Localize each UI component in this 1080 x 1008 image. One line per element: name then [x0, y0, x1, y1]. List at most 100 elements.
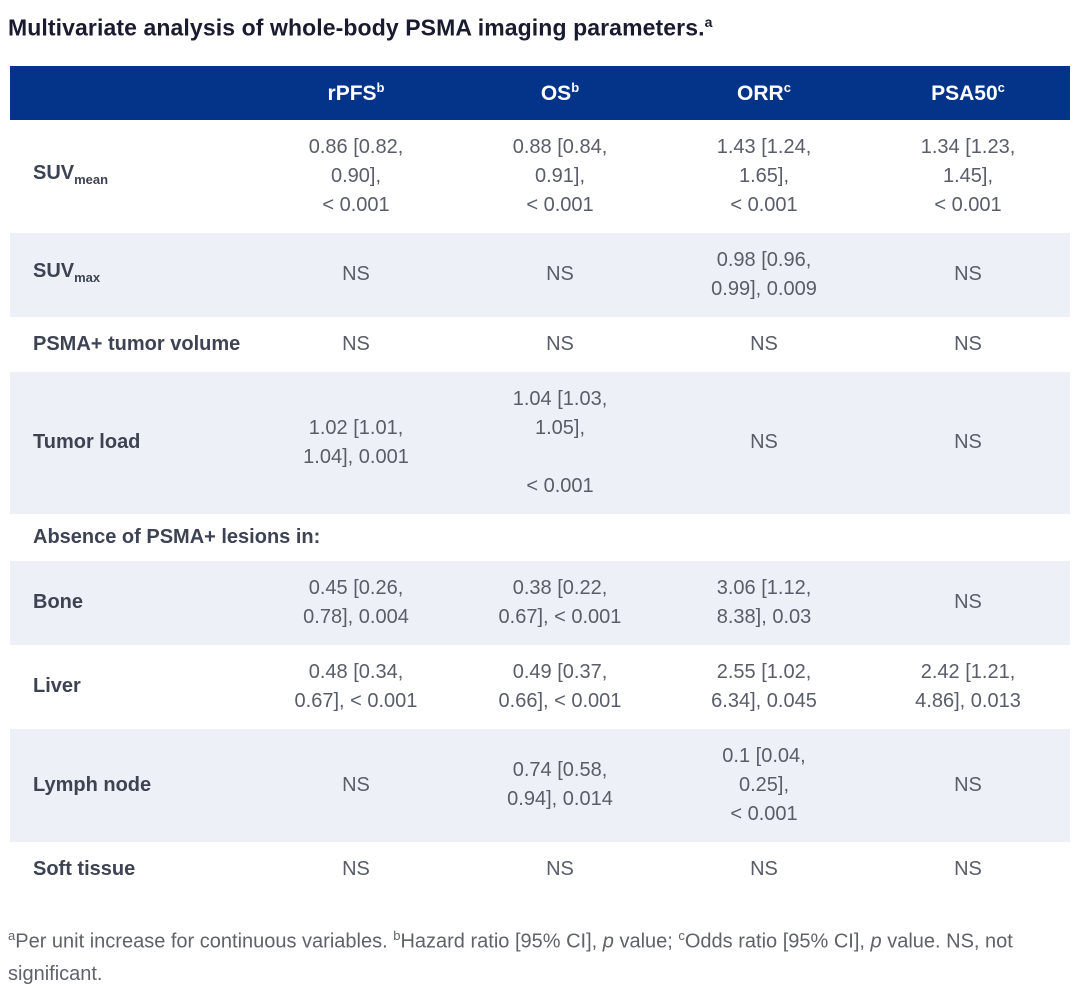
footnote-superscript: a: [8, 927, 16, 943]
cell-tumor-load-os: 1.04 [1.03, 1.05], < 0.001: [458, 372, 662, 514]
table-row-suvmax: SUVmax NS NS 0.98 [0.96, 0.99], 0.009 NS: [10, 232, 1070, 317]
cell-line: 0.45 [0.26,: [308, 576, 404, 599]
page-title-superscript: a: [704, 14, 713, 30]
cell-line: 0.67], < 0.001: [498, 605, 622, 628]
page-title-text: Multivariate analysis of whole-body PSMA…: [8, 14, 705, 41]
cell-line: 1.05],: [534, 416, 586, 439]
cell-line: NS: [342, 773, 370, 796]
footnote-superscript: b: [393, 927, 401, 943]
table-row-suvmean: SUVmean 0.86 [0.82, 0.90], < 0.001 0.88 [0.8…: [10, 120, 1070, 233]
cell-psma-tumor-volume-os: NS: [458, 317, 662, 372]
cell-line: NS: [954, 431, 982, 454]
footnote-italic-text: p: [602, 930, 614, 953]
cell-line: 0.49 [0.37,: [512, 660, 608, 683]
cell-suvmax-orr: 0.98 [0.96, 0.99], 0.009: [662, 233, 866, 317]
row-label-liver: Liver: [33, 675, 81, 698]
cell-suvmean-orr: 1.43 [1.24, 1.65], < 0.001: [662, 120, 866, 233]
row-label-subscript: max: [74, 270, 101, 286]
column-header-psa50: PSA50c: [866, 65, 1070, 120]
cell-line: 8.38], 0.03: [716, 605, 812, 628]
table-header-row: rPFSb OSb ORRc PSA50c: [10, 65, 1070, 120]
results-table: rPFSb OSb ORRc PSA50c SUVmean 0.86 [0.82, 0.9…: [10, 65, 1070, 897]
cell-suvmean-rpfs: 0.86 [0.82, 0.90], < 0.001: [254, 120, 458, 233]
cell-line: 1.65],: [738, 164, 790, 187]
row-label-bone: Bone: [33, 591, 83, 614]
cell-line: 0.1 [0.04,: [722, 744, 806, 767]
cell-lymph-node-os: 0.74 [0.58, 0.94], 0.014: [458, 729, 662, 842]
cell-line: 1.34 [1.23,: [920, 135, 1016, 158]
cell-line: NS: [342, 332, 370, 355]
cell-line: < 0.001: [526, 193, 594, 216]
row-label-psma-tumor-volume: PSMA+ tumor volume: [33, 332, 241, 355]
header-corner-cell: [10, 65, 254, 120]
cell-line: 1.43 [1.24,: [716, 135, 812, 158]
table-row-liver: Liver 0.48 [0.34, 0.67], < 0.001 0.49 [0.37…: [10, 645, 1070, 729]
row-label-lymph-node: Lymph node: [33, 773, 152, 796]
table-row-psma-tumor-volume: PSMA+ tumor volume NS NS NS NS: [10, 317, 1070, 372]
row-label-suvmax: SUVmax: [33, 260, 101, 286]
cell-line: NS: [546, 332, 574, 355]
cell-line: 4.86], 0.013: [915, 689, 1021, 712]
column-header-orr: ORRc: [662, 65, 866, 120]
cell-soft-tissue-psa50: NS: [866, 842, 1070, 897]
row-label-tumor-load: Tumor load: [33, 431, 141, 454]
cell-line: < 0.001: [526, 474, 594, 497]
column-header-superscript: c: [997, 79, 1005, 95]
cell-line: NS: [342, 263, 370, 286]
cell-line: NS: [546, 263, 574, 286]
cell-line: < 0.001: [934, 193, 1002, 216]
column-header-superscript: b: [571, 79, 580, 95]
cell-suvmax-os: NS: [458, 233, 662, 317]
row-label-suvmean: SUVmean: [33, 161, 109, 187]
cell-line: [468, 443, 652, 472]
cell-liver-rpfs: 0.48 [0.34, 0.67], < 0.001: [254, 645, 458, 729]
cell-suvmean-psa50: 1.34 [1.23, 1.45], < 0.001: [866, 120, 1070, 233]
cell-lymph-node-rpfs: NS: [254, 729, 458, 842]
cell-line: NS: [954, 332, 982, 355]
cell-line: 0.67], < 0.001: [294, 689, 418, 712]
cell-line: 0.48 [0.34,: [308, 660, 404, 683]
cell-lymph-node-orr: 0.1 [0.04, 0.25], < 0.001: [662, 729, 866, 842]
column-header-os: OSb: [458, 65, 662, 120]
cell-line: NS: [750, 332, 778, 355]
cell-lymph-node-psa50: NS: [866, 729, 1070, 842]
row-label-subscript: mean: [74, 171, 109, 187]
cell-line: 1.02 [1.01,: [308, 416, 404, 439]
cell-line: < 0.001: [322, 193, 390, 216]
cell-liver-os: 0.49 [0.37, 0.66], < 0.001: [458, 645, 662, 729]
cell-line: 0.66], < 0.001: [498, 689, 622, 712]
cell-line: 1.04 [1.03,: [512, 387, 608, 410]
cell-bone-psa50: NS: [866, 561, 1070, 645]
cell-line: NS: [342, 857, 370, 880]
cell-line: 0.25],: [738, 773, 790, 796]
cell-line: 0.78], 0.004: [303, 605, 409, 628]
cell-suvmax-rpfs: NS: [254, 233, 458, 317]
section-header-label: Absence of PSMA+ lesions in:: [33, 525, 321, 548]
cell-line: 1.45],: [942, 164, 994, 187]
cell-line: 0.91],: [534, 164, 586, 187]
cell-tumor-load-orr: NS: [662, 372, 866, 514]
table-footnote: aPer unit increase for continuous variab…: [8, 927, 1013, 986]
cell-suvmax-psa50: NS: [866, 233, 1070, 317]
cell-soft-tissue-rpfs: NS: [254, 842, 458, 897]
cell-line: 0.90],: [330, 164, 382, 187]
cell-line: 0.98 [0.96,: [716, 248, 812, 271]
cell-tumor-load-psa50: NS: [866, 372, 1070, 514]
footnote-italic-text: p: [870, 930, 882, 953]
cell-bone-rpfs: 0.45 [0.26, 0.78], 0.004: [254, 561, 458, 645]
table-row-absence-section: Absence of PSMA+ lesions in:: [10, 514, 1070, 561]
cell-line: 2.42 [1.21,: [920, 660, 1016, 683]
cell-line: 1.04], 0.001: [303, 445, 409, 468]
footnote-superscript: c: [678, 927, 685, 943]
cell-line: 0.74 [0.58,: [512, 759, 608, 782]
table-row-soft-tissue: Soft tissue NS NS NS NS: [10, 842, 1070, 897]
column-header-rpfs: rPFSb: [254, 65, 458, 120]
cell-line: NS: [546, 857, 574, 880]
cell-liver-psa50: 2.42 [1.21, 4.86], 0.013: [866, 645, 1070, 729]
cell-psma-tumor-volume-orr: NS: [662, 317, 866, 372]
cell-line: 0.99], 0.009: [711, 277, 817, 300]
cell-line: 0.86 [0.82,: [308, 135, 404, 158]
cell-tumor-load-rpfs: 1.02 [1.01, 1.04], 0.001: [254, 372, 458, 514]
cell-line: NS: [954, 263, 982, 286]
